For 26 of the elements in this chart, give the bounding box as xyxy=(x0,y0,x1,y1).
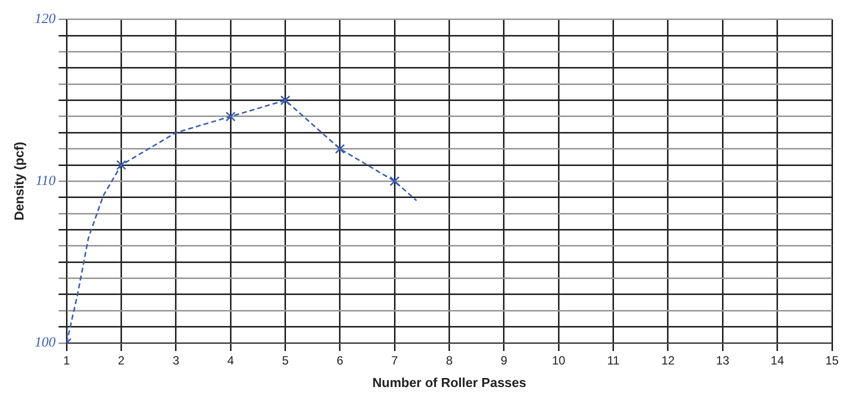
y-tick-label: 120 xyxy=(34,12,56,28)
x-tick-label: 11 xyxy=(607,354,620,368)
x-tick-label: 7 xyxy=(391,354,398,368)
point xyxy=(116,160,126,170)
y-tick-label: 110 xyxy=(36,174,56,189)
x-tick-label: 12 xyxy=(661,354,675,368)
line-series xyxy=(66,100,418,343)
point xyxy=(226,111,236,122)
x-tick-label: 10 xyxy=(552,354,566,368)
point xyxy=(390,176,400,186)
x-tick-label: 15 xyxy=(825,354,839,368)
x-tick-label: 4 xyxy=(227,354,234,368)
x-tick-label: 6 xyxy=(336,354,344,368)
x-tick-label: 1 xyxy=(63,354,70,368)
point xyxy=(334,144,345,154)
x-tick-label: 14 xyxy=(770,354,784,368)
x-tick-label: 5 xyxy=(282,354,289,368)
x-tick-label: 13 xyxy=(716,354,730,368)
x-tick-label: 3 xyxy=(172,354,180,368)
x-tick-label: 2 xyxy=(118,354,125,368)
y-axis-title: Density (pcf) xyxy=(11,142,26,221)
point xyxy=(280,95,290,106)
y-tick-label: 100 xyxy=(34,336,56,351)
x-axis-title: Number of Roller Passes xyxy=(372,374,526,390)
x-tick-label: 9 xyxy=(500,354,508,368)
x-tick-label: 8 xyxy=(446,354,453,368)
